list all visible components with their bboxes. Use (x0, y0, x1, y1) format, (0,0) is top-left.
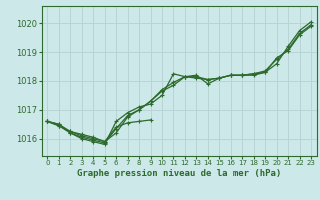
X-axis label: Graphe pression niveau de la mer (hPa): Graphe pression niveau de la mer (hPa) (77, 169, 281, 178)
